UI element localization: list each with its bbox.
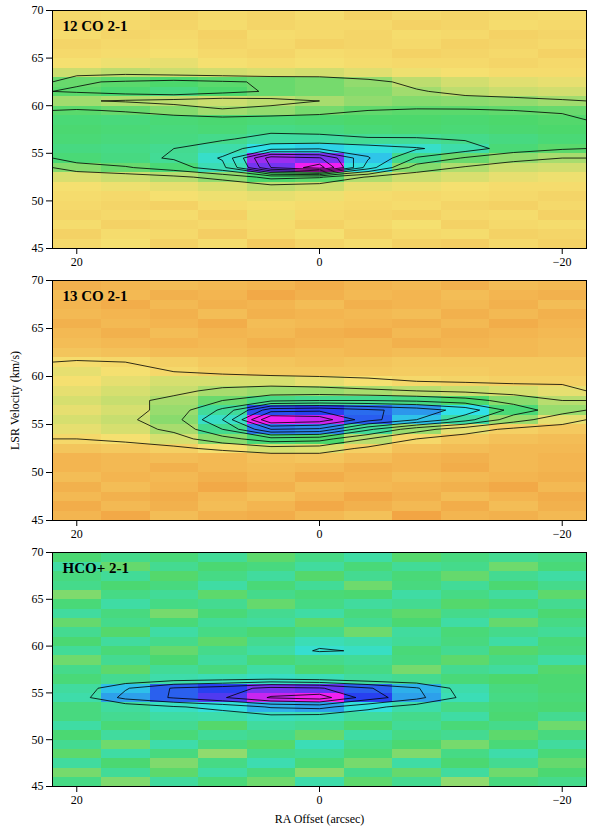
svg-text:0: 0 xyxy=(317,527,323,541)
svg-text:60: 60 xyxy=(32,639,44,653)
svg-text:55: 55 xyxy=(32,686,44,700)
svg-text:12 CO 2-1: 12 CO 2-1 xyxy=(63,18,128,34)
svg-text:50: 50 xyxy=(32,194,44,208)
svg-text:65: 65 xyxy=(32,321,44,335)
svg-text:0: 0 xyxy=(317,255,323,269)
svg-text:RA Offset (arcsec): RA Offset (arcsec) xyxy=(275,812,365,826)
svg-text:70: 70 xyxy=(32,273,44,287)
svg-text:50: 50 xyxy=(32,733,44,747)
svg-text:LSR Velocity (km/s): LSR Velocity (km/s) xyxy=(8,351,22,450)
svg-text:50: 50 xyxy=(32,465,44,479)
svg-text:60: 60 xyxy=(32,99,44,113)
svg-text:−20: −20 xyxy=(553,793,572,807)
svg-text:20: 20 xyxy=(71,527,83,541)
svg-text:−20: −20 xyxy=(553,527,572,541)
svg-text:60: 60 xyxy=(32,369,44,383)
svg-text:HCO+ 2-1: HCO+ 2-1 xyxy=(63,560,129,576)
svg-text:45: 45 xyxy=(32,779,44,793)
svg-text:65: 65 xyxy=(32,51,44,65)
svg-text:70: 70 xyxy=(32,3,44,17)
svg-text:70: 70 xyxy=(32,545,44,559)
svg-text:45: 45 xyxy=(32,513,44,527)
svg-text:20: 20 xyxy=(71,255,83,269)
svg-text:−20: −20 xyxy=(553,255,572,269)
svg-text:65: 65 xyxy=(32,592,44,606)
svg-text:13 CO 2-1: 13 CO 2-1 xyxy=(63,288,128,304)
svg-text:55: 55 xyxy=(32,146,44,160)
svg-text:45: 45 xyxy=(32,241,44,255)
svg-text:0: 0 xyxy=(317,793,323,807)
svg-text:20: 20 xyxy=(71,793,83,807)
svg-text:55: 55 xyxy=(32,417,44,431)
